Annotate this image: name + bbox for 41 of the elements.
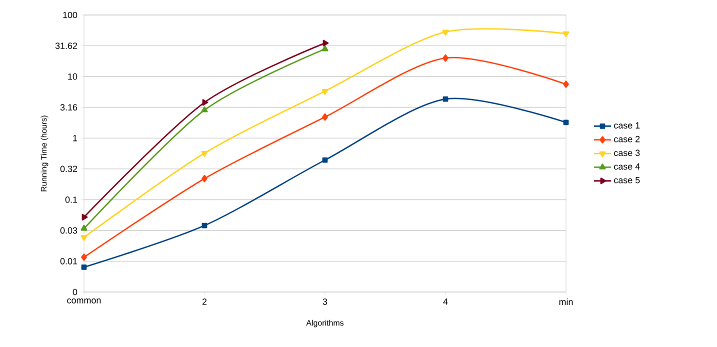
legend-label: case 5: [614, 177, 640, 184]
point: [201, 150, 208, 157]
point: [202, 222, 208, 228]
point: [322, 88, 328, 95]
y-tick-label: 0.32: [60, 166, 78, 172]
point: [322, 40, 329, 46]
x-tick-label: 4: [443, 298, 448, 305]
point: [563, 120, 569, 126]
legend-label: case 2: [614, 136, 640, 142]
x-tick-label: common: [67, 298, 101, 304]
y-tick-label: 1: [73, 135, 78, 142]
y-tick-label: 10: [68, 73, 78, 80]
x-tick-label: 2: [202, 298, 207, 305]
y-tick-label: 31.62: [55, 42, 78, 49]
point: [202, 174, 208, 182]
point: [81, 264, 87, 270]
y-tick-label: 0.03: [60, 227, 78, 234]
point: [81, 254, 87, 261]
point: [442, 30, 449, 36]
point: [442, 96, 448, 102]
y-tick-label: 0.1: [65, 196, 78, 203]
x-tick-label: 3: [322, 298, 328, 305]
point: [563, 80, 569, 88]
legend-label: case 3: [614, 150, 640, 156]
point: [322, 157, 328, 163]
point: [202, 99, 208, 106]
point: [322, 45, 328, 52]
y-tick-label: 3.16: [60, 104, 78, 111]
point: [82, 214, 88, 220]
point: [201, 106, 208, 112]
legend-label: case 1: [614, 122, 640, 129]
point: [322, 113, 328, 121]
y-tick-label: 0.01: [60, 258, 78, 264]
y-tick-label: 100: [63, 12, 78, 18]
point: [562, 31, 570, 38]
point: [80, 235, 88, 241]
point: [80, 224, 88, 231]
legend-label: case 4: [614, 163, 640, 170]
point: [442, 54, 448, 62]
y-tick-label: 0: [72, 288, 78, 296]
x-tick-label: min: [559, 298, 573, 306]
